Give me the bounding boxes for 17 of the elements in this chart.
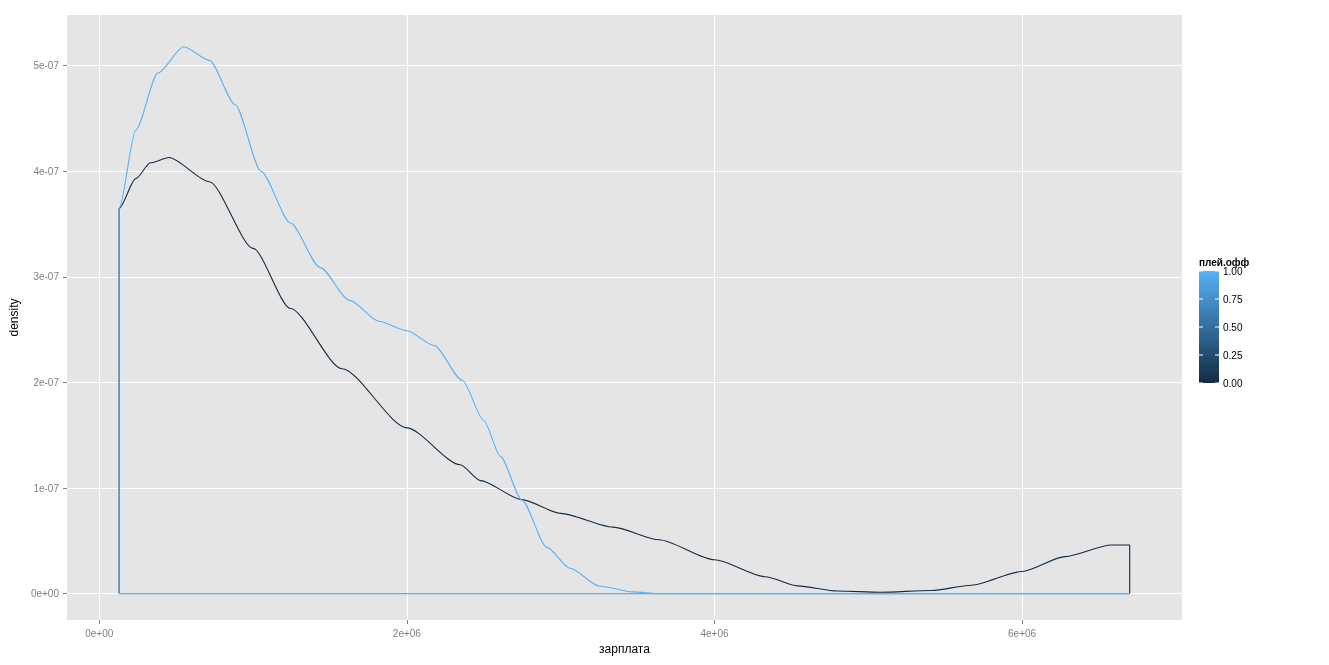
color-bar-label: 0.25 (1223, 349, 1243, 361)
x-tick-label: 2e+06 (392, 627, 422, 639)
y-tick-label: 3e-07 (33, 271, 60, 283)
y-tick-label: 2e-07 (33, 376, 60, 388)
y-tick-label: 5e-07 (33, 60, 60, 72)
y-tick-label: 1e-07 (33, 482, 60, 494)
color-bar-title: плей.офф (1199, 256, 1250, 268)
y-tick-label: 0e+00 (30, 588, 60, 600)
x-axis-title: зарплата (599, 641, 651, 656)
color-bar-label: 0.75 (1223, 293, 1243, 305)
x-tick-label: 4e+06 (700, 627, 729, 639)
y-tick-label: 4e-07 (33, 165, 60, 177)
x-tick-label: 0e+00 (85, 627, 114, 639)
color-bar-label: 0.00 (1223, 377, 1243, 389)
x-tick-label: 6e+06 (1008, 627, 1037, 639)
y-axis-title: density (7, 298, 21, 337)
color-bar-label: 0.50 (1223, 321, 1243, 333)
